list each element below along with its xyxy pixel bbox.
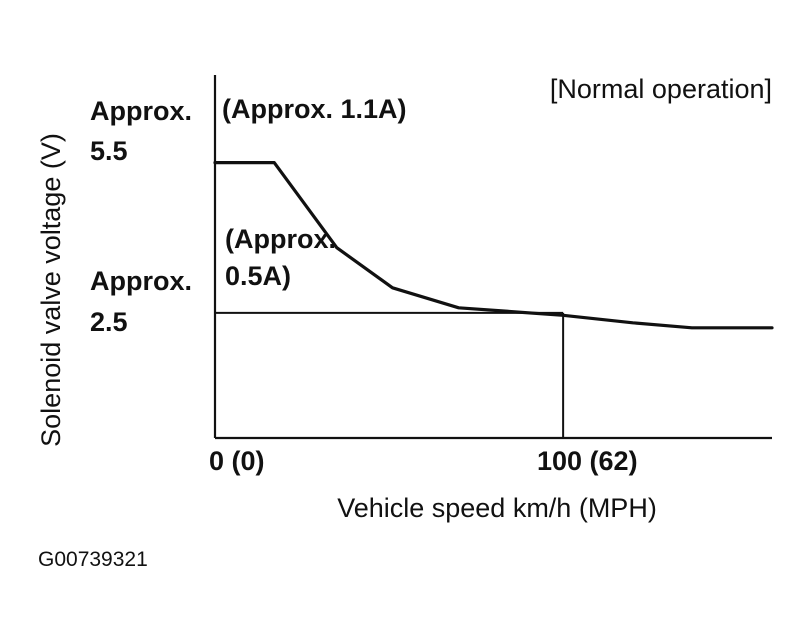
annotation-low-current-line2: 0.5A) <box>225 261 291 291</box>
y-tick-label-5-5-line1: Approx. <box>90 96 192 126</box>
x-tick-label-100: 100 (62) <box>537 446 638 476</box>
chart-title: [Normal operation] <box>550 74 772 104</box>
figure-id: G00739321 <box>38 548 148 571</box>
y-axis-label: Solenoid valve voltage (V) <box>36 133 66 447</box>
annotation-high-current: (Approx. 1.1A) <box>222 94 407 124</box>
y-tick-label-5-5-line2: 5.5 <box>90 136 128 166</box>
x-axis-label: Vehicle speed km/h (MPH) <box>337 493 657 523</box>
y-tick-label-2-5-line1: Approx. <box>90 266 192 296</box>
x-tick-label-0: 0 (0) <box>209 446 265 476</box>
series-line-voltage <box>213 161 774 330</box>
annotation-low-current-line1: (Approx. <box>225 224 336 254</box>
y-tick-label-2-5-line2: 2.5 <box>90 307 128 337</box>
